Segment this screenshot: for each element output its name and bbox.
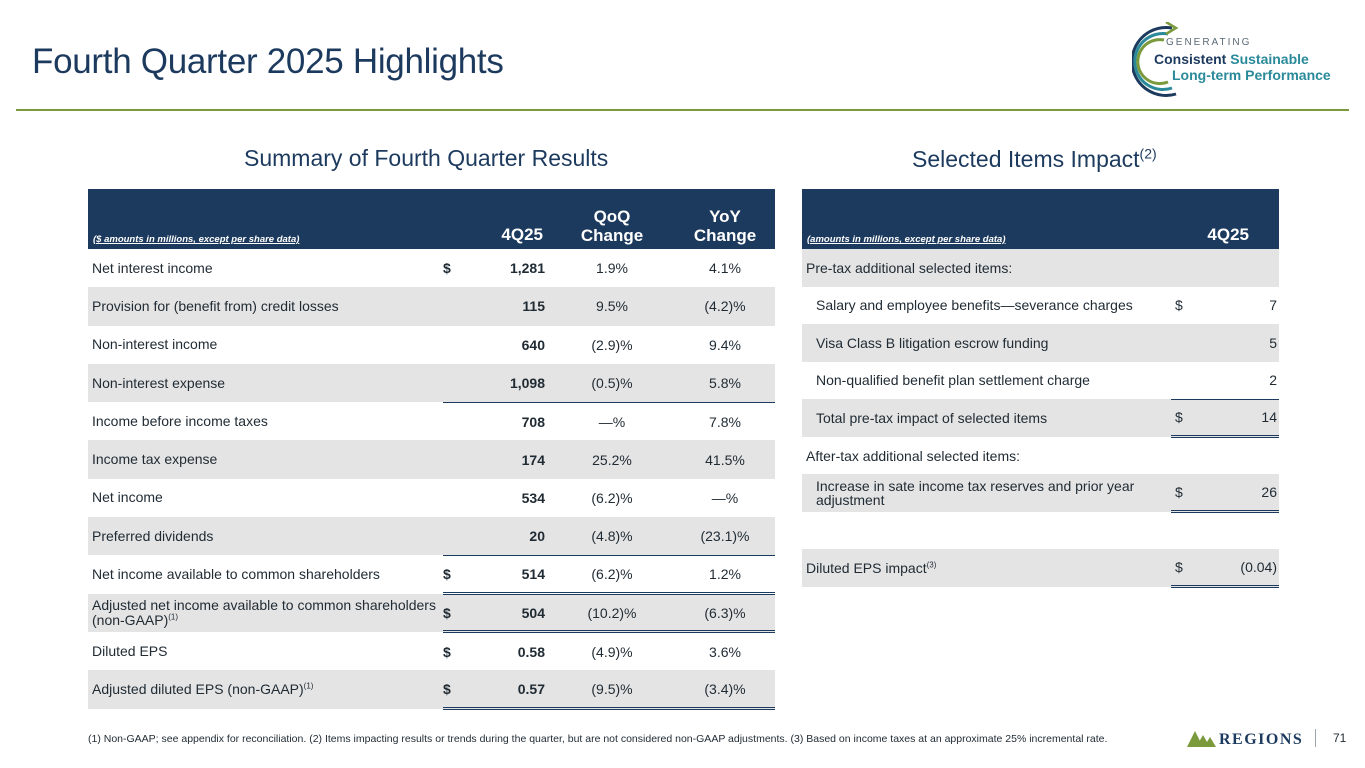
table-row: Income before income taxes 708 —% 7.8% [88,401,775,441]
title-divider [16,109,1349,111]
total-row: Total pre-tax impact of selected items $1… [802,398,1279,438]
selected-units-note: (amounts in millions, except per share d… [807,234,1006,245]
summary-heading: Summary of Fourth Quarter Results [244,145,609,171]
summary-units-note: ($ amounts in millions, except per share… [93,234,300,245]
table-row: Salary and employee benefits—severance c… [816,297,1277,314]
selected-items-table: (amounts in millions, except per share d… [802,189,1279,588]
table-row: Net income 534 (6.2)% —% [92,489,739,506]
page-title: Fourth Quarter 2025 Highlights [32,42,504,81]
logo-generating-text: GENERATING [1166,37,1252,48]
summary-header-row: ($ amounts in millions, except per share… [88,189,775,249]
col-yoy: YoY Change [693,207,757,245]
selected-header-row: (amounts in millions, except per share d… [802,189,1279,249]
logo-line-1: Consistent Sustainable [1154,51,1309,67]
eps-impact-row: Diluted EPS impact(3) $ (0.04) [802,549,1279,588]
spacer-row [802,512,1279,550]
footnote: (1) Non-GAAP; see appendix for reconcili… [88,733,1108,745]
circular-arrows-icon [1132,22,1179,97]
col-4q25-selected: 4Q25 [1207,225,1249,244]
page-number: 71 [1333,731,1347,745]
table-row: Provision for (benefit from) credit loss… [88,287,775,326]
section-header-row: Pre-tax additional selected items: [802,249,1279,287]
logo-line-2: Long-term Performance [1172,67,1331,83]
table-row: Preferred dividends 20 (4.8)% (23.1)% [88,517,775,556]
table-row: Income tax expense 174 25.2% 41.5% [88,440,775,479]
table-row: Adjusted net income available to common … [88,593,775,634]
triangles-icon [1187,731,1216,747]
section-header-row: After-tax additional selected items: [806,448,1020,464]
brand-divider [1315,729,1316,747]
brand-name: REGIONS [1219,731,1304,748]
table-row: Net income available to common sharehold… [88,554,775,596]
table-row: Diluted EPS $0.58 (4.9)% 3.6% [92,642,741,660]
col-4q25: 4Q25 [501,225,543,244]
table-row: Non-interest expense 1,098 (0.5)% 5.8% [88,363,775,403]
selected-items-heading: Selected Items Impact(2) [912,145,1157,172]
table-row: Increase in sate income tax reserves and… [802,474,1279,513]
table-row: Non-qualified benefit plan settlement ch… [816,372,1277,389]
regions-logo: REGIONS [1187,725,1317,749]
summary-table: ($ amounts in millions, except per share… [88,189,775,711]
table-row: Adjusted diluted EPS (non-GAAP)(1) $0.57(… [88,670,775,711]
table-row: Net interest income $1,281 1.9% 4.1% [92,259,741,277]
col-qoq: QoQ Change [580,207,644,245]
table-row: Non-interest income 640 (2.9)% 9.4% [92,336,741,353]
table-row: Visa Class B litigation escrow funding 5 [802,324,1279,362]
generating-performance-logo: GENERATING Consistent Sustainable Long-t… [1132,22,1347,100]
